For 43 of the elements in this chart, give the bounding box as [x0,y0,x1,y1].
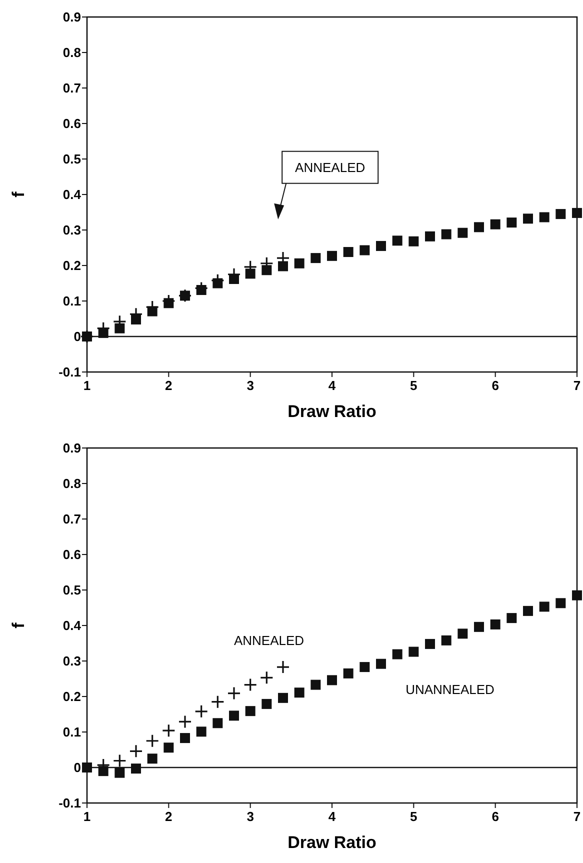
annotation: ANNEALED [295,160,366,175]
y-axis-title: f [9,191,28,198]
series-label: ANNEALED [234,633,304,648]
x-tick-label: 6 [492,378,499,393]
x-axis-title: Draw Ratio [288,402,376,421]
x-axis-title: Draw Ratio [288,833,376,852]
y-tick-label: 0.9 [62,10,81,25]
x-tick-label: 1 [83,378,91,393]
x-tick-label: 2 [165,809,172,824]
x-tick-label: 7 [573,378,581,393]
y-tick-label: 0 [74,760,81,776]
y-tick-label: 0.8 [62,45,81,60]
x-tick-label: 3 [246,378,254,393]
x-tick-label: 7 [573,809,581,824]
y-tick-label: 0.6 [62,547,81,562]
y-tick-label: 0.1 [62,294,81,309]
y-tick-label: 0.2 [62,258,81,274]
y-tick-label: 0 [74,329,81,344]
y-tick-label: 0.2 [62,689,81,704]
x-tick-label: 5 [410,809,418,824]
x-tick-label: 2 [165,378,172,393]
y-tick-label: 0.4 [62,187,82,202]
y-tick-label: 0.7 [62,512,81,527]
y-tick-label: 0.5 [62,582,81,598]
y-tick-label: 0.5 [62,152,81,167]
x-tick-label: 6 [492,809,499,824]
y-tick-label: -0.1 [58,796,81,811]
y-tick-label: 0.1 [62,724,81,740]
y-tick-label: 0.8 [62,476,81,492]
y-tick-label: 0.9 [62,440,81,456]
y-tick-label: 0.4 [62,618,82,634]
y-tick-label: 0.3 [62,222,81,238]
x-tick-label: 4 [328,809,336,824]
y-tick-label: 0.6 [62,116,81,132]
x-tick-label: 3 [246,809,254,824]
x-tick-label: 1 [83,809,91,824]
y-tick-label: -0.1 [58,364,81,380]
y-tick-label: 0.3 [62,654,81,669]
y-axis-title: f [9,622,28,628]
y-tick-label: 0.7 [62,80,81,96]
x-tick-label: 5 [410,378,418,393]
series-label: UNANNEALED [406,682,494,697]
x-tick-label: 4 [328,378,336,393]
